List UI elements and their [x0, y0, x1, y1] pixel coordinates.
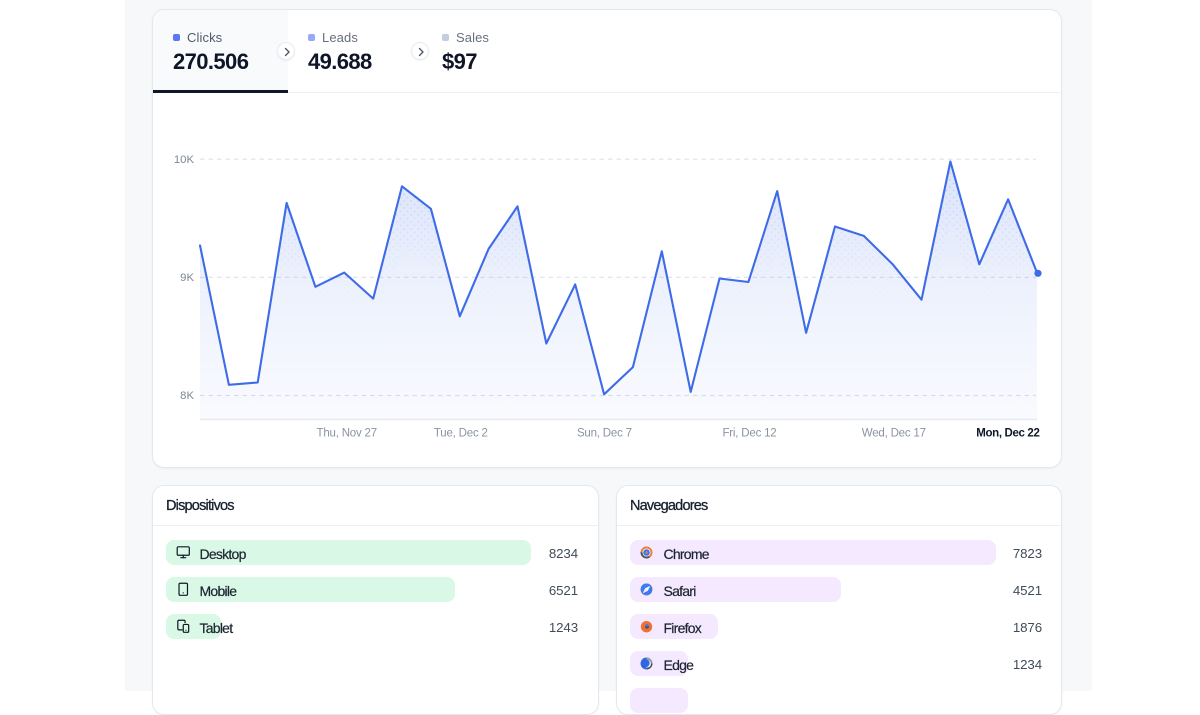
- svg-text:Tue, Dec 2: Tue, Dec 2: [434, 427, 488, 439]
- svg-text:8K: 8K: [180, 390, 194, 402]
- svg-text:Mon, Dec 22: Mon, Dec 22: [976, 427, 1039, 439]
- svg-text:Wed, Dec 17: Wed, Dec 17: [862, 427, 926, 439]
- svg-text:Thu, Nov 27: Thu, Nov 27: [317, 427, 377, 439]
- svg-text:9K: 9K: [180, 272, 194, 284]
- svg-text:Fri, Dec 12: Fri, Dec 12: [722, 427, 776, 439]
- svg-text:Sun, Dec 7: Sun, Dec 7: [577, 427, 632, 439]
- svg-text:10K: 10K: [174, 154, 195, 166]
